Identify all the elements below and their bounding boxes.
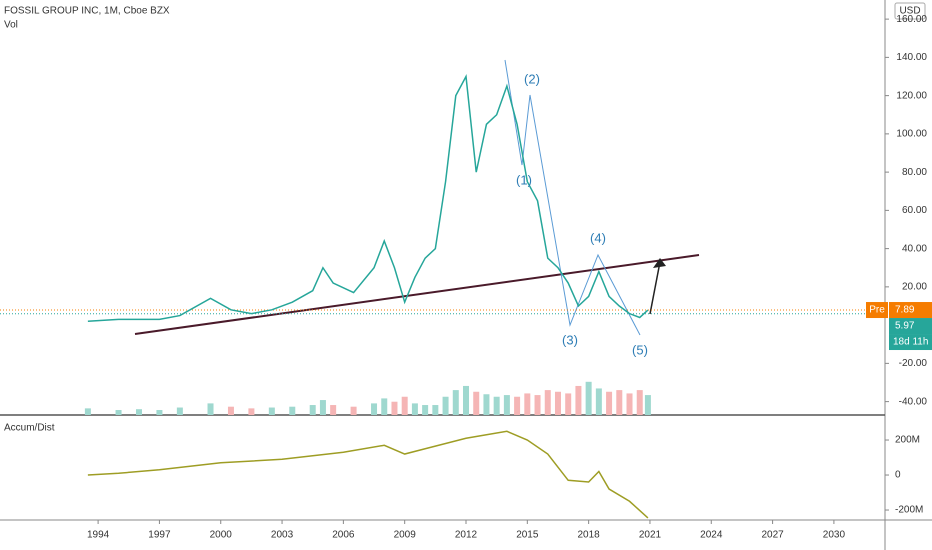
y-tick-label: 80.00 [902, 167, 927, 178]
pre-label: Pre [869, 305, 885, 316]
volume-bar [524, 393, 531, 415]
volume-bar [473, 391, 480, 415]
volume-bar [644, 395, 651, 415]
x-tick-label: 2015 [516, 530, 539, 541]
currency-badge [894, 2, 926, 20]
x-tick-label: 1994 [87, 530, 110, 541]
volume-bar [371, 403, 378, 415]
x-tick-label: 2003 [271, 530, 294, 541]
price-tag-label: 7.89 [895, 305, 915, 316]
price-line-series [87, 73, 649, 323]
volume-bar [585, 381, 592, 415]
volume-bar [115, 410, 122, 415]
y-tick-label: 60.00 [902, 205, 927, 216]
volume-bar [176, 407, 183, 415]
volume-bar [381, 398, 388, 415]
countdown-tag [889, 334, 932, 351]
wave-label: (2) [524, 71, 540, 86]
volume-bar [483, 394, 490, 415]
volume-bar [565, 393, 572, 415]
y-tick-label: 140.00 [896, 52, 927, 63]
y-tick-label: 0 [895, 470, 901, 481]
volume-bar [452, 390, 459, 415]
x-tick-label: 2027 [761, 530, 784, 541]
volume-label: Vol [4, 20, 18, 31]
volume-bar [330, 405, 337, 415]
y-tick-label: 120.00 [896, 90, 927, 101]
volume-bar [636, 390, 643, 415]
pre-tag [866, 302, 888, 319]
volume-bar [309, 405, 316, 415]
volume-bar [575, 385, 582, 415]
volume-bar [544, 390, 551, 415]
volume-bar [442, 396, 449, 415]
price-tag [889, 302, 932, 319]
volume-bar [493, 396, 500, 415]
x-tick-label: 2009 [394, 530, 417, 541]
y-tick-label: 160.00 [896, 14, 927, 25]
wave-label: (3) [562, 332, 578, 347]
volume-bar [463, 385, 470, 415]
arrow-head [653, 258, 666, 268]
volume-bar [422, 405, 429, 415]
volume-bar [289, 406, 296, 415]
x-tick-label: 2000 [210, 530, 233, 541]
x-tick-label: 2012 [455, 530, 478, 541]
y-tick-label: -20.00 [899, 358, 928, 369]
price-tag-label: 5.97 [895, 321, 915, 332]
price-tag [889, 318, 932, 335]
volume-bar [432, 405, 439, 415]
volume-bar [135, 409, 142, 415]
wave-lines [504, 59, 641, 336]
volume-bar [207, 403, 214, 415]
volume-bar [616, 390, 623, 415]
volume-bar [534, 395, 541, 415]
volume-bar [319, 400, 326, 415]
volume-bar [156, 410, 163, 415]
volume-bar [248, 408, 255, 415]
volume-bar [401, 396, 408, 415]
volume-bar [595, 388, 602, 415]
volume-bar [606, 391, 613, 415]
volume-bar [268, 407, 275, 415]
countdown: 18d 11h [893, 337, 928, 348]
volume-bar [554, 391, 561, 415]
x-tick-label: 2030 [823, 530, 846, 541]
volume-bar [626, 393, 633, 415]
y-tick-label: 20.00 [902, 282, 927, 293]
currency: USD [899, 6, 920, 17]
wave-label: (1) [516, 172, 532, 187]
y-tick-label: 40.00 [902, 243, 927, 254]
x-tick-label: 2006 [332, 530, 355, 541]
x-tick-label: 2024 [700, 530, 723, 541]
chart-title: FOSSIL GROUP INC, 1M, Cboe BZX [4, 6, 170, 17]
volume-bar [514, 396, 521, 415]
indicator-name: Accum/Dist [4, 423, 55, 434]
projection-arrow [649, 261, 661, 315]
y-tick-label: -40.00 [899, 396, 928, 407]
volume-bar [84, 408, 91, 415]
y-tick-label: -200M [895, 505, 923, 516]
wave-label: (4) [590, 230, 606, 245]
volume-bar [411, 403, 418, 415]
x-tick-label: 2018 [578, 530, 601, 541]
volume-bar [350, 406, 357, 415]
y-tick-label: 100.00 [896, 129, 927, 140]
accum-dist-line [87, 430, 649, 519]
volume-bar [503, 395, 510, 415]
volume-bar [227, 406, 234, 415]
wave-label: (5) [632, 342, 648, 357]
x-tick-label: 2021 [639, 530, 662, 541]
y-tick-label: 200M [895, 435, 920, 446]
x-tick-label: 1997 [148, 530, 171, 541]
volume-bar [391, 401, 398, 415]
